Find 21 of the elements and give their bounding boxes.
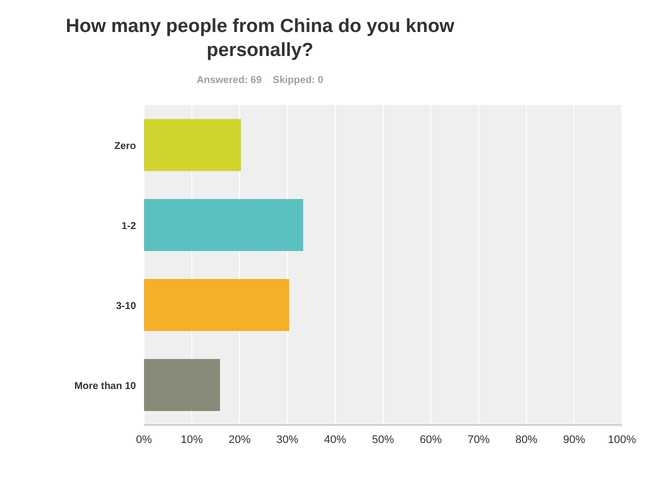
x-tick-label: 30% — [276, 434, 299, 446]
x-tick-label: 10% — [180, 434, 204, 446]
chart-subtitle: Answered: 69 Skipped: 0 — [196, 75, 324, 86]
x-tick-label: 60% — [420, 434, 442, 446]
y-tick-label: More than 10 — [74, 381, 136, 392]
x-tick-label: 70% — [468, 434, 490, 446]
bar — [144, 279, 290, 331]
x-tick-label: 90% — [563, 434, 586, 446]
x-tick-label: 40% — [324, 434, 346, 446]
x-tick-label: 100% — [608, 434, 636, 446]
x-tick-label: 20% — [228, 434, 251, 446]
bar — [144, 199, 304, 251]
bar — [144, 359, 220, 411]
bar — [144, 119, 242, 171]
y-tick-label: 3-10 — [116, 301, 136, 312]
chart-title: How many people from China do you know personally? — [66, 16, 454, 61]
x-tick-label: 0% — [136, 434, 152, 446]
x-tick-label: 50% — [372, 434, 394, 446]
y-tick-label: Zero — [114, 141, 136, 152]
x-tick-label: 80% — [515, 434, 538, 446]
y-tick-label: 1-2 — [122, 221, 136, 232]
